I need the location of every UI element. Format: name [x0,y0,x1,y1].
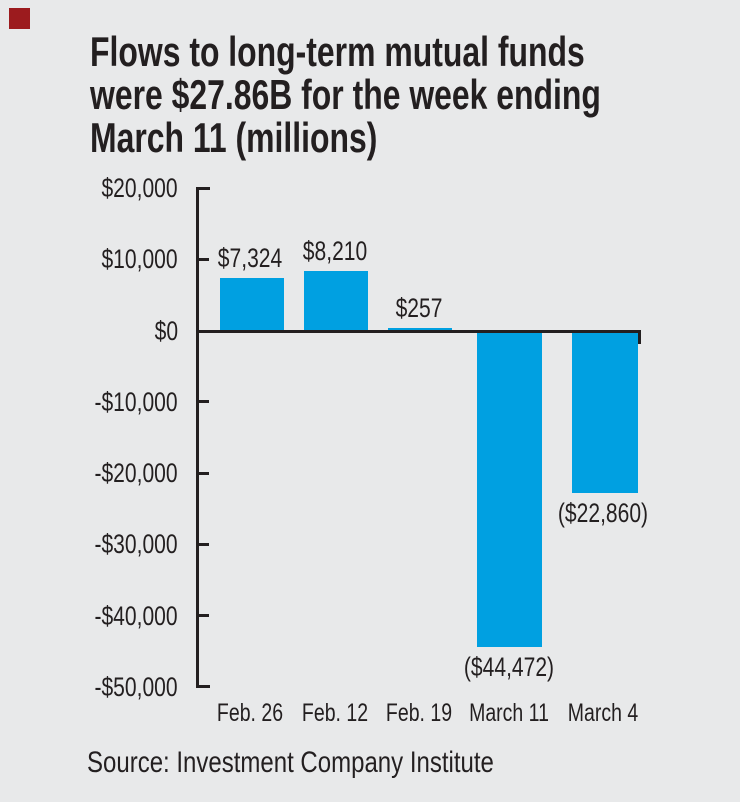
bar-value-label: ($22,860) [557,498,649,528]
y-axis-tick-label: -$20,000 [94,458,178,489]
bar-value-label: $257 [395,293,443,323]
source-text: Source: Investment Company Institute [87,746,494,779]
y-axis-tick-label: -$40,000 [94,600,178,631]
zero-line-end-tick [638,333,641,344]
y-axis-line [196,187,199,688]
y-axis-bottom-cap [196,685,210,688]
bar-feb-19 [388,328,452,330]
y-axis-tick [196,257,209,261]
x-axis-label: Feb. 19 [385,699,453,727]
x-axis-label: Feb. 12 [301,699,369,727]
y-axis-tick [196,471,209,475]
y-axis-tick [196,614,209,618]
x-axis-label: Feb. 26 [216,699,284,727]
chart-title-line-2: were $27.86B for the week ending [90,71,601,118]
brand-mark-square [9,8,30,29]
bar-feb-12 [304,271,368,330]
x-axis-label: March 4 [567,699,639,727]
chart-title: Flows to long-term mutual funds were $27… [90,30,740,159]
bar-march-11 [477,333,542,647]
y-axis-tick [196,542,209,546]
y-axis-top-cap [196,187,210,190]
bar-feb-26 [220,278,284,330]
bar-march-4 [572,333,638,493]
x-axis-label: March 11 [469,699,549,727]
chart-title-line-3: March 11 (millions) [90,114,378,161]
y-axis-tick-label: $20,000 [101,173,178,203]
chart-title-line-1: Flows to long-term mutual funds [90,28,585,75]
bar-value-label: ($44,472) [463,652,555,682]
bar-value-label: $7,324 [217,243,283,273]
zero-line [196,330,641,333]
y-axis-tick-label: -$30,000 [94,529,178,560]
y-axis-tick-label: -$50,000 [94,672,178,702]
y-axis-tick [196,400,209,404]
y-axis-tick-label: -$10,000 [94,386,178,417]
y-axis-tick-label: $0 [154,315,178,346]
y-axis-tick-label: $10,000 [101,244,178,275]
bar-value-label: $8,210 [302,236,368,266]
